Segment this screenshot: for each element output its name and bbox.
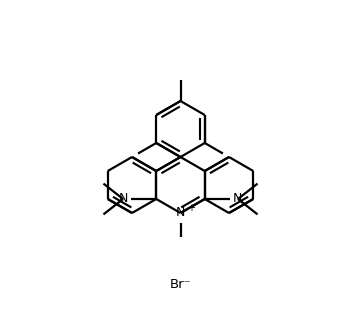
Text: Br⁻: Br⁻ xyxy=(170,279,191,291)
Text: N: N xyxy=(176,206,185,219)
Text: N: N xyxy=(233,193,242,205)
Text: +: + xyxy=(187,203,196,213)
Text: N: N xyxy=(119,193,128,205)
